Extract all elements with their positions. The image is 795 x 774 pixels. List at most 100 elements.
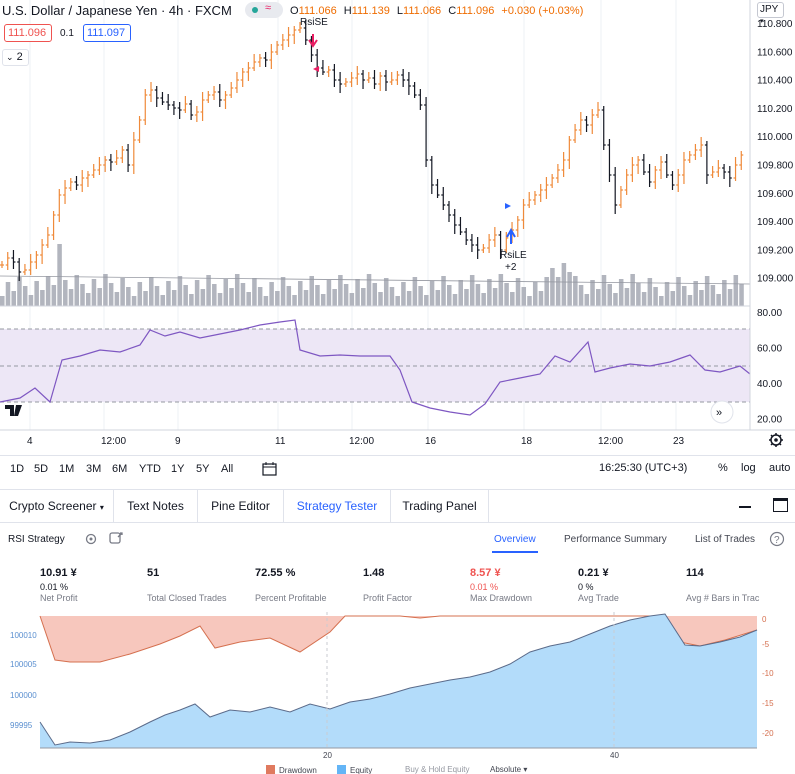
legend-drawdown[interactable]: Drawdown — [266, 765, 317, 774]
avg-bars-value: 114 — [686, 567, 704, 579]
tab-text-notes[interactable]: Text Notes — [114, 490, 198, 523]
tab-strategy-tester[interactable]: Strategy Tester — [284, 490, 391, 523]
strategy-name[interactable]: RSI Strategy — [8, 534, 65, 545]
main-chart[interactable]: 110.800 110.600 110.400 110.200 110.000 109.8… — [0, 0, 795, 455]
indicators-toggle-button[interactable]: ⌄ 2 — [2, 49, 29, 66]
price-axis-label: 109.800 — [757, 161, 794, 172]
volume-bar — [739, 284, 744, 306]
tab-overview[interactable]: Overview — [494, 534, 536, 545]
buy-price-button[interactable]: 111.097 — [83, 24, 131, 42]
help-icon[interactable]: ? — [769, 531, 785, 547]
volume-bar — [716, 294, 721, 306]
avg-bars-label: Avg # Bars in Trac — [686, 593, 760, 603]
volume-bar — [573, 276, 578, 306]
price-axis-label: 109.400 — [757, 217, 794, 228]
active-tab-underline — [492, 551, 538, 553]
volume-bar — [298, 281, 303, 306]
total-trades-value: 51 — [147, 567, 160, 579]
currency-button[interactable]: JPY ▾ — [757, 2, 784, 25]
range-1m-button[interactable]: 1M — [59, 463, 75, 475]
date-range-calendar-icon[interactable] — [262, 462, 278, 476]
range-1d-button[interactable]: 1D — [10, 463, 25, 475]
volume-bar — [441, 276, 446, 306]
scroll-to-realtime-button[interactable] — [710, 400, 734, 424]
absolute-dropdown[interactable]: Absolute ▾ — [490, 765, 527, 774]
volume-bar — [469, 275, 475, 306]
chevron-down-icon: ▾ — [99, 503, 104, 512]
short-signal-label: RsiSE — [300, 17, 328, 28]
chevron-down-icon: ▾ — [760, 18, 764, 25]
legend-buy-hold[interactable]: Buy & Hold Equity — [405, 765, 470, 774]
range-3m-button[interactable]: 3M — [86, 463, 102, 475]
market-status-badge[interactable]: ≈ — [245, 2, 283, 18]
long-signal-qty: +2 — [505, 262, 517, 273]
tab-performance-summary[interactable]: Performance Summary — [564, 534, 667, 545]
volume-bar — [601, 275, 607, 306]
volume-bar — [57, 244, 62, 306]
volume-bar — [143, 291, 148, 306]
range-all-button[interactable]: All — [221, 463, 234, 475]
clock-timezone[interactable]: 16:25:30 (UTC+3) — [599, 462, 688, 474]
gear-icon[interactable] — [769, 433, 783, 447]
equity-axis-label: 100005 — [10, 660, 37, 669]
volume-bar — [584, 294, 590, 306]
tab-crypto-screener[interactable]: Crypto Screener ▾ — [0, 490, 114, 523]
volume-bar — [126, 287, 131, 306]
time-axis: 4 12:00 9 11 12:00 16 18 12:00 23 — [27, 436, 685, 447]
volume-bar — [653, 287, 658, 306]
volume-bar — [624, 288, 630, 306]
max-drawdown-percent: 0.01 % — [470, 582, 499, 592]
auto-scale-button[interactable]: auto — [769, 462, 791, 474]
volume-bar — [252, 278, 257, 306]
range-6m-button[interactable]: 6M — [112, 463, 128, 475]
price-axis-label: 110.600 — [757, 47, 793, 58]
volume-bar — [722, 280, 727, 306]
range-5y-button[interactable]: 5Y — [196, 463, 210, 475]
volume-bar — [320, 294, 326, 306]
price-axis-label: 110.000 — [757, 132, 793, 143]
symbol-title[interactable]: U.S. Dollar / Japanese Yen · 4h · FXCM — [2, 3, 232, 18]
sell-price-button[interactable]: 111.096 — [4, 24, 52, 42]
strategy-settings-gear-icon[interactable] — [84, 532, 98, 546]
minimize-panel-icon[interactable] — [739, 506, 751, 508]
time-axis-label: 18 — [521, 436, 533, 447]
equity-x-label: 40 — [610, 751, 619, 760]
volume-bar — [447, 285, 452, 306]
volume-bar — [429, 281, 435, 306]
percent-scale-button[interactable]: % — [718, 462, 728, 474]
strategy-properties-icon[interactable] — [109, 531, 125, 546]
volume-bar — [406, 291, 412, 306]
range-1y-button[interactable]: 1Y — [171, 463, 185, 475]
volume-bar — [22, 286, 28, 306]
equity-chart[interactable]: 100010 100005 100000 99995 0 -5 -10 -15 … — [0, 612, 795, 762]
volume-bar — [97, 288, 102, 306]
equity-axis-label: 100000 — [10, 691, 37, 700]
equity-line — [39, 613, 758, 746]
drawdown-axis-label: -10 — [762, 669, 774, 678]
data-wave-icon: ≈ — [265, 2, 272, 14]
volume-bar — [636, 283, 641, 306]
equity-area — [40, 614, 757, 748]
spread-label: 0.1 — [60, 28, 74, 39]
volume-bar — [303, 290, 309, 306]
volume-bar — [481, 293, 486, 306]
volume-bar — [257, 287, 263, 306]
volume-bar — [103, 274, 108, 306]
ohlc-low-value: 111.066 — [403, 5, 442, 17]
ohlc-close-key: C — [448, 5, 457, 17]
tab-list-of-trades[interactable]: List of Trades — [695, 534, 756, 545]
ohlc-close-value: 111.096 — [456, 5, 495, 17]
tab-trading-panel[interactable]: Trading Panel — [391, 490, 489, 523]
volume-bar — [544, 277, 549, 306]
legend-equity[interactable]: Equity — [337, 765, 372, 774]
tradingview-logo-icon[interactable] — [5, 405, 22, 416]
time-axis-label: 4 — [27, 436, 33, 447]
range-5d-button[interactable]: 5D — [34, 463, 49, 475]
tab-pine-editor[interactable]: Pine Editor — [198, 490, 284, 523]
volume-bar — [596, 289, 601, 306]
price-axis-label: 109.600 — [757, 189, 794, 200]
log-scale-button[interactable]: log — [741, 462, 756, 474]
range-ytd-button[interactable]: YTD — [139, 463, 161, 475]
volume-bar — [108, 283, 114, 306]
maximize-panel-icon[interactable] — [773, 498, 788, 512]
